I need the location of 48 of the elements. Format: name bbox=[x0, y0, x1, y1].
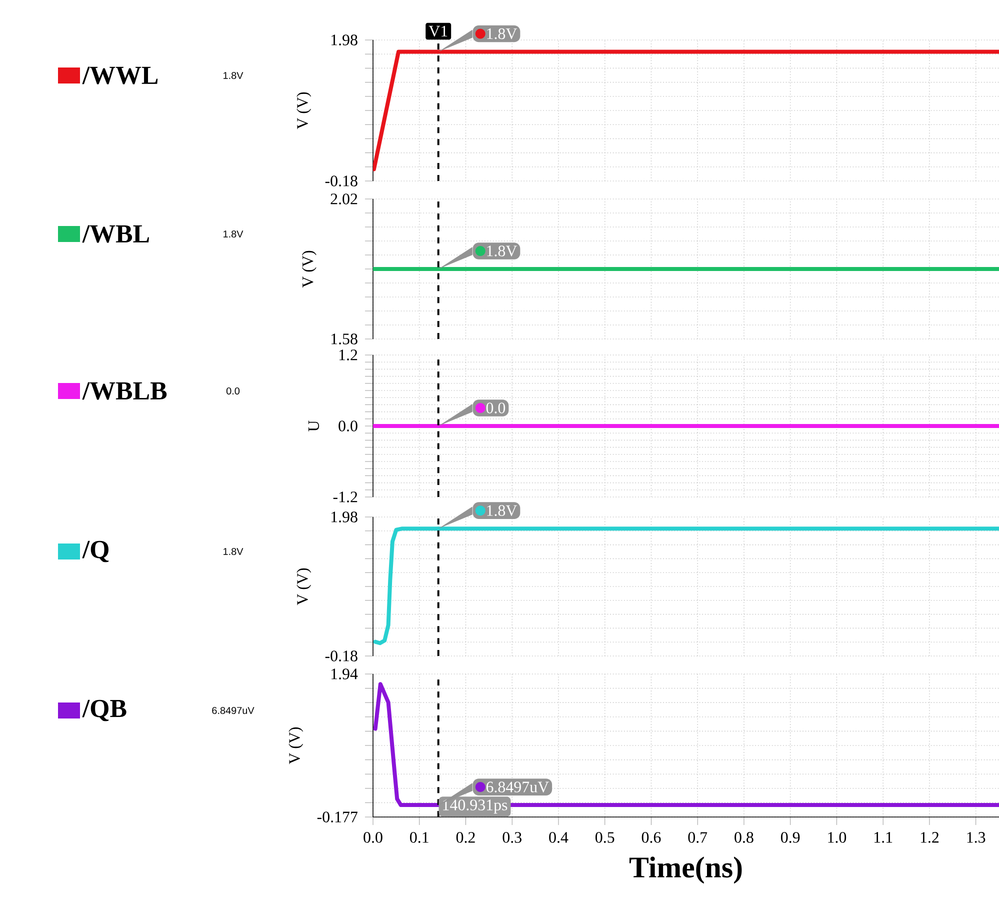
x-tick-label: 0.0 bbox=[364, 832, 382, 843]
annotation: 0.0 bbox=[486, 402, 506, 414]
annotation: 6.8497uV bbox=[486, 782, 549, 792]
y-tick-label: 1.98 bbox=[331, 34, 358, 46]
x-axis-title: Time(ns) bbox=[629, 856, 742, 884]
y-tick-label: 1.94 bbox=[331, 668, 358, 680]
y-tick-label: -0.18 bbox=[325, 650, 358, 662]
text: 1.8V bbox=[224, 72, 244, 80]
legend-label: /WBLB bbox=[82, 382, 167, 400]
y-axis-title: U bbox=[308, 420, 320, 432]
x-tick-label: 0.4 bbox=[549, 832, 568, 843]
ref-line-label: 140.931ps bbox=[443, 800, 508, 814]
legend-label: /Q bbox=[82, 540, 109, 562]
y-tick-label: 1.58 bbox=[331, 334, 358, 344]
y-axis-title: V (V) bbox=[288, 727, 304, 764]
x-tick-label: 1.1 bbox=[874, 832, 892, 843]
y-axis-title: V (V) bbox=[296, 568, 312, 606]
x-tick-label: 1.3 bbox=[967, 832, 986, 843]
y-axis-title: V (V) bbox=[296, 92, 312, 130]
x-tick-label: 0.6 bbox=[642, 832, 661, 843]
text: 1.8V bbox=[224, 230, 244, 238]
x-tick-label: 1.0 bbox=[828, 832, 846, 843]
x-tick-label: 0.2 bbox=[456, 832, 475, 843]
y-axis-title: V (V) bbox=[302, 250, 316, 288]
y-tick-label: 1.2 bbox=[339, 350, 358, 360]
x-tick-label: 0.8 bbox=[734, 832, 754, 843]
x-tick-label: 0.7 bbox=[688, 832, 708, 843]
text: 1.8V bbox=[224, 548, 244, 556]
y-tick-label: -1.2 bbox=[333, 492, 358, 502]
legend-label: /WWL bbox=[82, 66, 158, 84]
y-tick-label: -0.18 bbox=[325, 176, 358, 186]
x-tick-label: 0.3 bbox=[502, 832, 522, 843]
ref-line-label: V1 bbox=[428, 26, 448, 37]
text: 1.8V bbox=[487, 28, 518, 40]
text: 6.8497uV bbox=[212, 706, 254, 714]
x-tick-label: 0.9 bbox=[780, 832, 800, 843]
y-tick-label: 0.0 bbox=[338, 420, 358, 432]
y-tick-label: -0.177 bbox=[317, 812, 358, 822]
annotation: 1.8V bbox=[487, 246, 518, 256]
y-tick-label: 2.02 bbox=[330, 194, 358, 204]
text: 0.0 bbox=[226, 387, 240, 395]
x-tick-label: 1.2 bbox=[920, 832, 939, 843]
y-tick-label: 1.98 bbox=[331, 512, 358, 522]
legend-label: /QB bbox=[82, 700, 126, 722]
text: 1.8V bbox=[487, 505, 518, 516]
x-tick-label: 0.5 bbox=[595, 832, 614, 843]
x-tick-label: 0.1 bbox=[410, 832, 428, 843]
legend-label: /WBL bbox=[82, 225, 149, 243]
